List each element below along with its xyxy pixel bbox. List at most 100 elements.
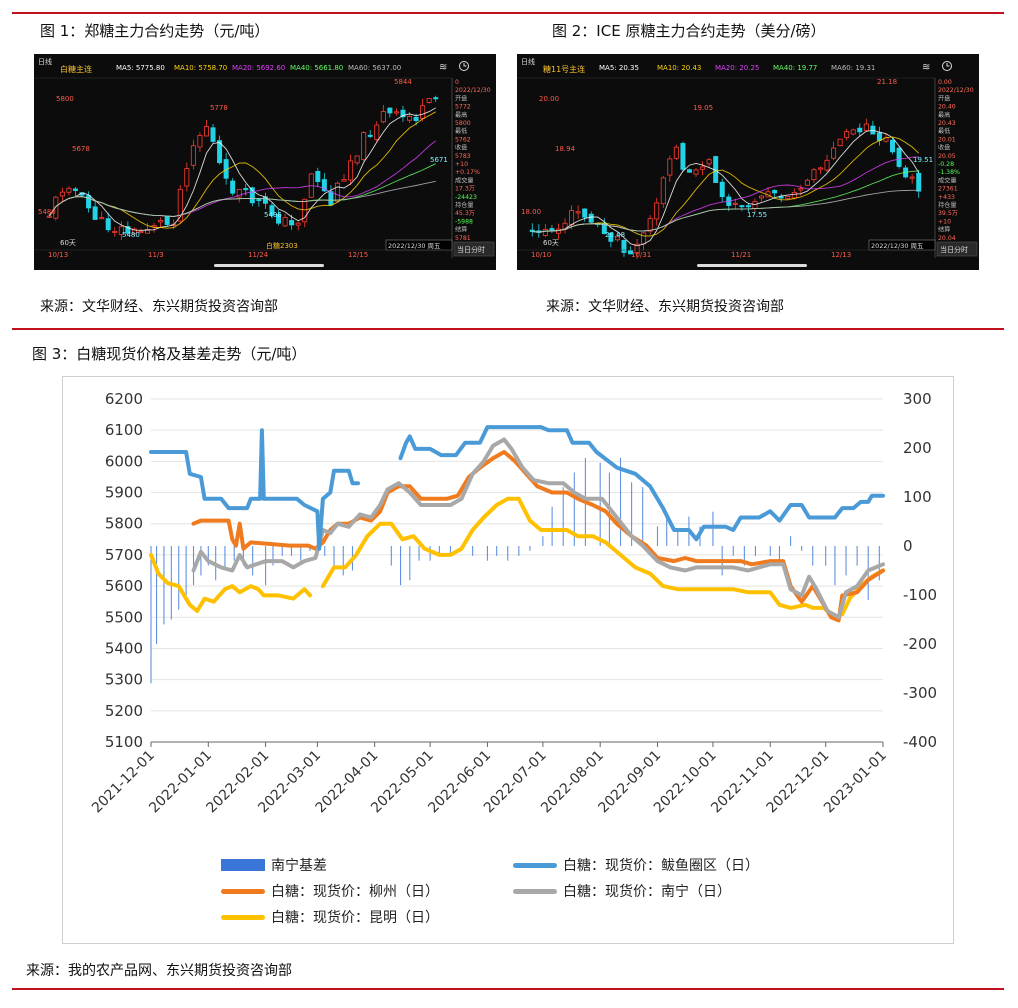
price-label: 20.00 bbox=[539, 95, 559, 103]
candle bbox=[400, 105, 406, 122]
candle bbox=[59, 187, 65, 202]
y-right-tick-label: 300 bbox=[903, 390, 932, 408]
legend-basis[interactable]: 南宁基差 bbox=[221, 855, 327, 875]
clock-icon[interactable] bbox=[942, 61, 952, 71]
info-value: 39.5万 bbox=[938, 210, 958, 217]
candle bbox=[857, 123, 863, 136]
legend-nanning-label: 白糖：现货价：南宁（日） bbox=[563, 884, 731, 900]
price-label: 5678 bbox=[72, 145, 90, 153]
ma-label: MA5: 5775.80 bbox=[116, 64, 165, 72]
period-count: 60天 bbox=[543, 239, 559, 247]
indicator-icon[interactable]: ≋ bbox=[922, 62, 930, 73]
legend-liuzhou-label: 白糖：现货价：柳州（日） bbox=[271, 884, 439, 900]
candle bbox=[426, 98, 432, 104]
candle bbox=[53, 195, 59, 221]
figure1-kline-panel: 日线 白糖主连 MA5: 5775.80 MA10: 5758.70 MA20: 569… bbox=[34, 54, 496, 270]
price-label: 5844 bbox=[394, 78, 412, 86]
info-value: 2022/12/30 bbox=[938, 87, 974, 94]
info-value: 20.04 bbox=[938, 235, 956, 242]
candle bbox=[732, 198, 738, 210]
candle bbox=[863, 118, 869, 132]
candle bbox=[890, 138, 896, 155]
middle-rule bbox=[12, 328, 1004, 330]
legend-kunming[interactable]: 白糖：现货价：昆明（日） bbox=[221, 907, 439, 927]
candle bbox=[588, 211, 594, 225]
series-line bbox=[149, 428, 360, 551]
date-label: 10/13 bbox=[48, 251, 68, 259]
info-value: 2022/12/30 bbox=[455, 87, 491, 94]
candle bbox=[621, 239, 627, 257]
price-label: 5480 bbox=[38, 208, 56, 216]
price-label: 5496 bbox=[264, 211, 282, 219]
ma-label: MA5: 20.35 bbox=[599, 64, 639, 72]
date-label: 10/31 bbox=[631, 251, 651, 259]
kline-period: 日线 bbox=[521, 57, 535, 66]
legend-nanning[interactable]: 白糖：现货价：南宁（日） bbox=[513, 881, 731, 901]
info-value: 5783 bbox=[455, 153, 471, 160]
series-line bbox=[320, 496, 885, 620]
info-value: +433 bbox=[938, 194, 955, 201]
legend-bayuquan[interactable]: 白糖：现货价：鲅鱼圈区（日） bbox=[513, 855, 759, 875]
candle bbox=[105, 212, 111, 233]
y-right-tick-label: -400 bbox=[903, 733, 937, 751]
candle bbox=[217, 135, 223, 165]
candle bbox=[634, 238, 640, 259]
figure1-source: 来源：文华财经、东兴期货投资咨询部 bbox=[40, 299, 278, 315]
ma-line bbox=[48, 111, 436, 229]
info-value: 20.01 bbox=[938, 136, 956, 143]
legend-bayuquan-label: 白糖：现货价：鲅鱼圈区（日） bbox=[563, 858, 759, 874]
info-value: 20.40 bbox=[938, 104, 956, 111]
top-rule bbox=[12, 12, 1004, 14]
figure3-source: 来源：我的农产品网、东兴期货投资咨询部 bbox=[26, 963, 292, 979]
info-value: 开盘 bbox=[455, 94, 467, 102]
info-value: 最高 bbox=[455, 111, 467, 119]
date-box-text: 2022/12/30 周五 bbox=[388, 242, 441, 250]
contract-label: 白糖2303 bbox=[266, 241, 298, 250]
info-value: 收盘 bbox=[455, 144, 467, 152]
info-value: 成交量 bbox=[938, 176, 957, 184]
y-left-tick-label: 5700 bbox=[105, 546, 143, 564]
info-value: 结算 bbox=[938, 226, 950, 234]
intraday-button[interactable] bbox=[936, 241, 978, 257]
candle bbox=[99, 211, 105, 220]
info-value: 结算 bbox=[455, 226, 467, 234]
indicator-icon[interactable]: ≋ bbox=[439, 62, 447, 73]
price-label: 18.00 bbox=[521, 208, 541, 216]
scroll-handle[interactable] bbox=[214, 264, 324, 267]
candle bbox=[686, 168, 692, 173]
candle bbox=[575, 205, 581, 220]
y-right-tick-label: -300 bbox=[903, 684, 937, 702]
candle bbox=[680, 141, 686, 172]
scroll-handle[interactable] bbox=[697, 264, 807, 267]
info-value: 27361 bbox=[938, 186, 958, 193]
date-label: 11/24 bbox=[248, 251, 269, 259]
price-label: 19.05 bbox=[693, 104, 713, 112]
ma-label: MA40: 19.77 bbox=[773, 64, 817, 72]
y-right-tick-label: -100 bbox=[903, 586, 937, 604]
ma-label: MA20: 5692.60 bbox=[232, 64, 285, 72]
candle bbox=[837, 138, 843, 147]
y-right-tick-label: 0 bbox=[903, 537, 913, 555]
legend-liuzhou[interactable]: 白糖：现货价：柳州（日） bbox=[221, 881, 439, 901]
ma-label: MA60: 5637.00 bbox=[348, 64, 401, 72]
candle bbox=[706, 157, 712, 167]
price-label: 17.55 bbox=[747, 211, 767, 219]
info-value: 5800 bbox=[455, 120, 471, 127]
candle bbox=[164, 216, 170, 227]
info-value: 持仓量 bbox=[455, 201, 474, 209]
candle bbox=[608, 232, 614, 248]
date-label: 11/3 bbox=[148, 251, 164, 259]
kline-name: 白糖主连 bbox=[60, 64, 92, 74]
clock-icon[interactable] bbox=[459, 61, 469, 71]
intraday-button[interactable] bbox=[453, 241, 495, 257]
candle bbox=[177, 185, 183, 225]
y-left-tick-label: 5300 bbox=[105, 671, 143, 689]
candle bbox=[354, 155, 360, 166]
y-left-tick-label: 5400 bbox=[105, 639, 143, 657]
kline-bg bbox=[517, 54, 979, 270]
candle bbox=[334, 181, 340, 202]
legend-kunming-swatch bbox=[221, 914, 265, 920]
info-value: -24423 bbox=[455, 194, 477, 201]
